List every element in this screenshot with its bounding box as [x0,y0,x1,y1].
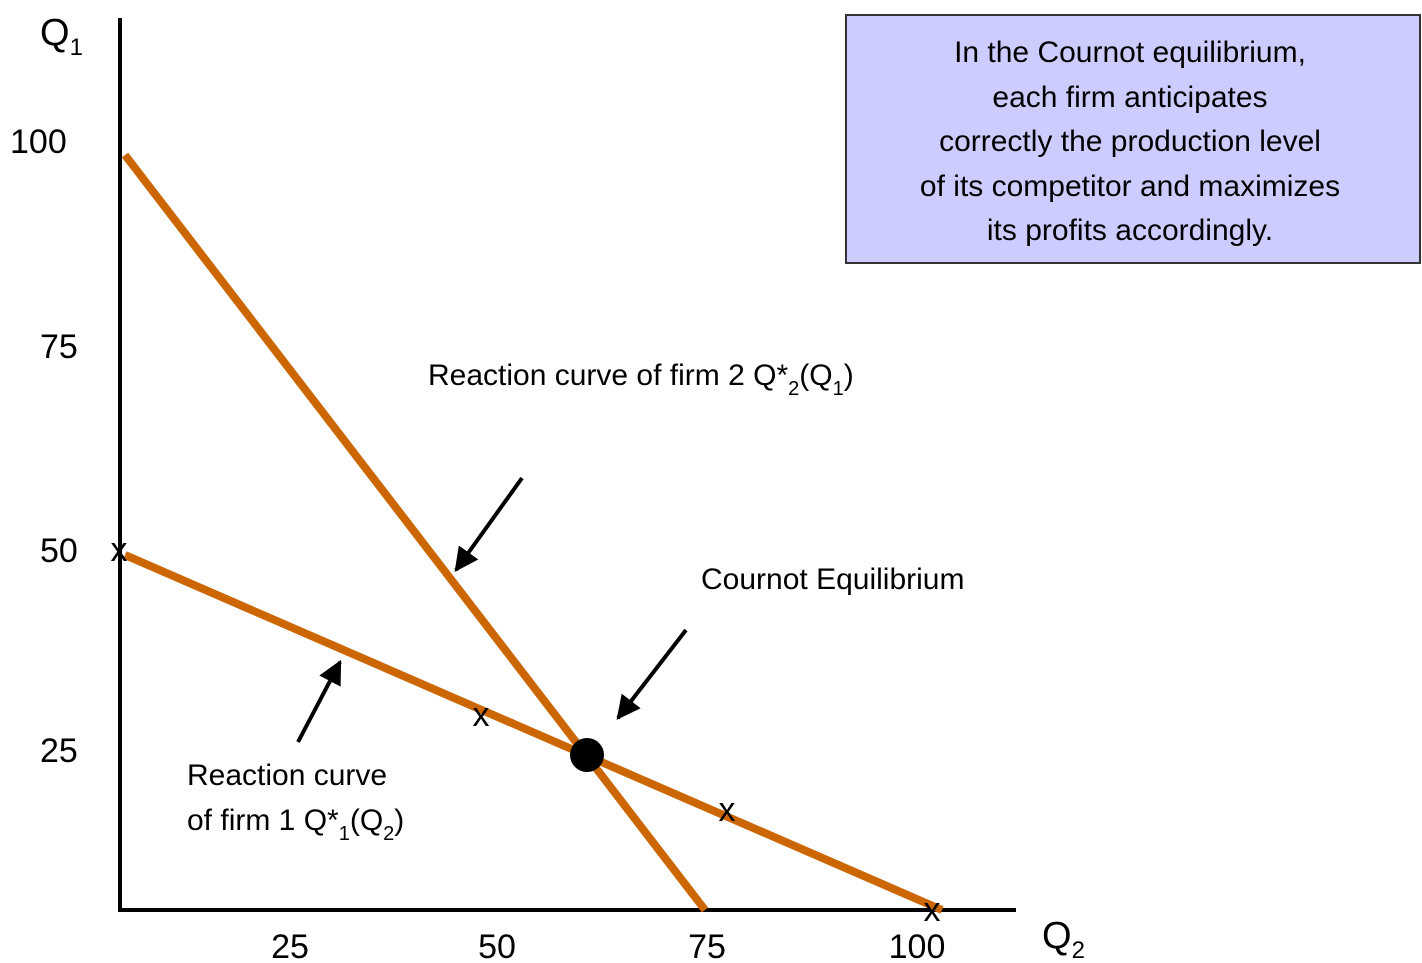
note-line: of its competitor and maximizes [920,170,1340,203]
reaction-curve-2 [121,152,709,913]
note-line: each firm anticipates [992,81,1267,114]
note-box [845,14,1421,264]
y-tick-label: 75 [40,328,78,366]
y-tick-label: 25 [40,732,78,770]
marker: x [473,696,490,734]
note-line: its profits accordingly. [987,214,1273,247]
note-line: correctly the production level [939,125,1321,158]
marker: x [924,891,941,929]
equilibrium-label: Cournot Equilibrium [701,563,964,596]
arrow [616,628,688,720]
arrow [454,476,524,572]
x-axis-label: Q2 [1042,915,1085,963]
x-tick-label: 75 [688,928,726,963]
reaction-curve-1 [123,551,944,914]
curve-1-label: of firm 1 Q*1(Q2) [187,804,404,845]
arrow [296,659,342,743]
marker: x [719,791,736,829]
y-ticks: 100 75 50 25 [10,123,78,770]
marker: x [111,531,128,569]
note: In the Cournot equilibrium, each firm an… [920,36,1340,247]
equilibrium-point [570,738,604,772]
curve-1-label: Reaction curve [187,759,387,792]
y-tick-label: 100 [10,123,67,161]
curve-2-label: Reaction curve of firm 2 Q*2(Q1) [428,359,854,400]
x-tick-label: 50 [478,928,516,963]
x-tick-label: 100 [889,928,946,963]
x-tick-label: 25 [271,928,309,963]
markers: x x x x [111,531,941,929]
y-tick-label: 50 [40,532,78,570]
y-axis-label: Q1 [40,12,83,61]
x-ticks: 25 50 75 100 [271,928,945,963]
note-line: In the Cournot equilibrium, [954,36,1306,69]
